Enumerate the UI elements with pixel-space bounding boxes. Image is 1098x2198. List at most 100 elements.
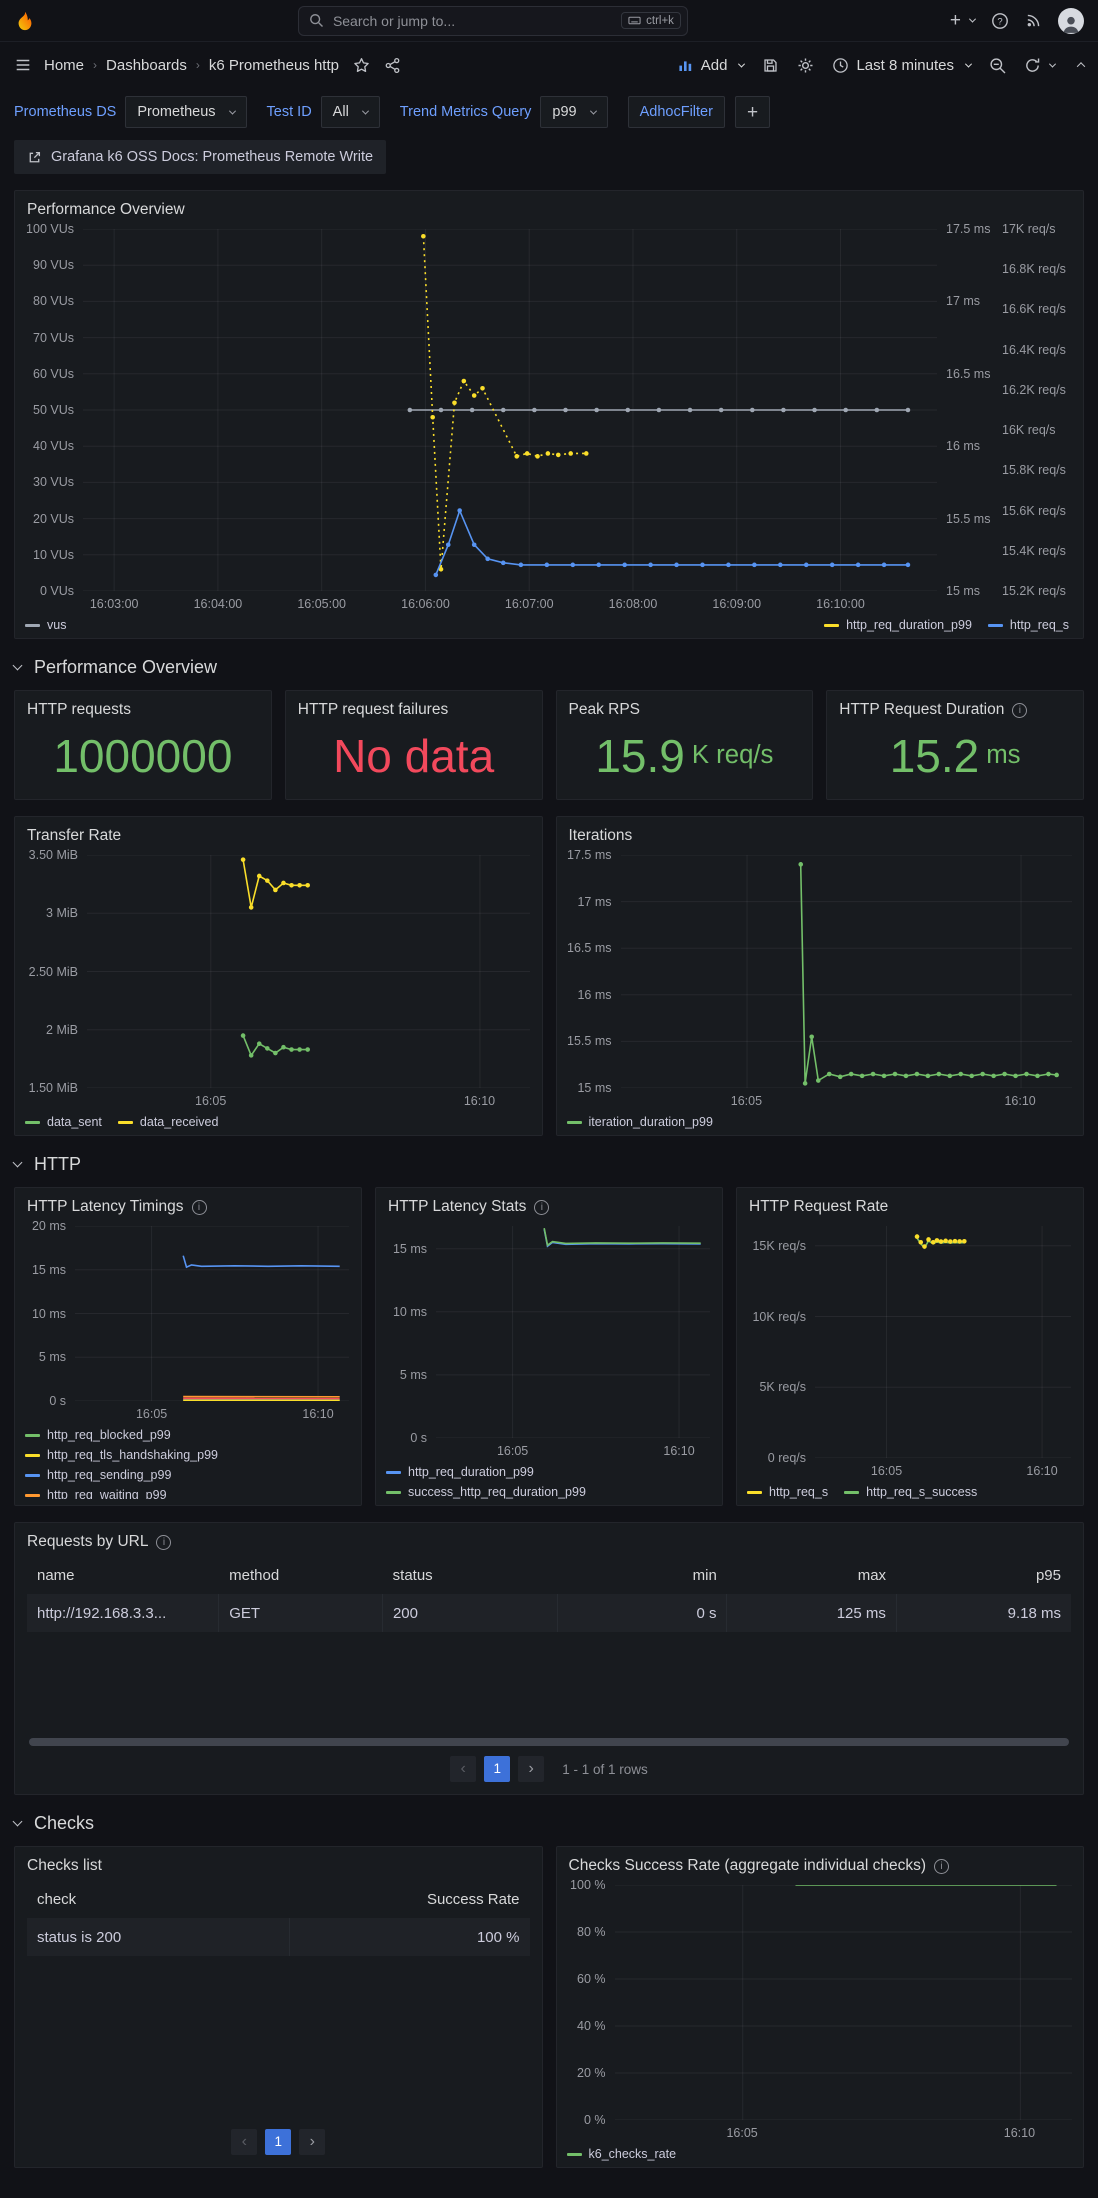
panel-title[interactable]: HTTP requests [15, 691, 271, 721]
add-filter-button[interactable]: + [734, 96, 771, 128]
time-range-picker[interactable]: Last 8 minutes [832, 56, 973, 74]
legend-item[interactable]: http_req_blocked_p99 [25, 1428, 171, 1442]
http-latency-timings-chart[interactable]: 20 ms 15 ms 10 ms 5 ms 0 s 16:05 16:10 http_req… [15, 1218, 361, 1505]
grafana-logo[interactable] [14, 10, 36, 32]
chart-plot-area[interactable]: 16:05 16:10 [436, 1226, 710, 1460]
panel-transfer-rate: Transfer Rate 3.50 MiB 3 MiB 2.50 MiB 2 MiB… [14, 816, 543, 1136]
info-icon[interactable] [156, 1534, 172, 1550]
legend-item[interactable]: http_req_sending_p99 [25, 1468, 171, 1482]
save-dashboard-button[interactable] [762, 57, 779, 74]
column-header-min[interactable]: min [692, 1567, 717, 1584]
legend-item[interactable]: data_received [117, 1115, 218, 1129]
column-header-name[interactable]: name [37, 1567, 75, 1584]
variable-value-dropdown[interactable]: Prometheus [125, 96, 247, 128]
favorite-button[interactable] [353, 57, 370, 74]
chart-plot-area[interactable]: 16:05 16:10 [815, 1226, 1071, 1480]
panel-title[interactable]: HTTP Latency Stats [376, 1188, 722, 1218]
section-http[interactable]: HTTP [12, 1154, 1084, 1175]
chart-plot-area[interactable]: 16:03:00 16:04:00 16:05:00 16:06:00 16:07:00… [83, 229, 937, 613]
axis-tick-label: 2 MiB [46, 1022, 78, 1037]
column-header-status[interactable]: status [392, 1567, 433, 1584]
breadcrumb-dashboards[interactable]: Dashboards [106, 56, 187, 74]
iterations-chart[interactable]: 17.5 ms 17 ms 16.5 ms 16 ms 15.5 ms 15 ms 16:0… [557, 847, 1084, 1135]
doc-link[interactable]: Grafana k6 OSS Docs: Prometheus Remote W… [14, 140, 387, 174]
column-header-method[interactable]: method [229, 1567, 280, 1584]
add-panel-button[interactable]: Add [677, 57, 746, 74]
user-avatar[interactable] [1057, 7, 1084, 34]
panel-title[interactable]: Checks list [15, 1847, 542, 1877]
previous-page-button[interactable]: ‹ [450, 1756, 477, 1782]
variable-value-dropdown[interactable]: p99 [540, 96, 608, 128]
breadcrumb-home[interactable]: Home [44, 56, 85, 74]
chart-plot-area[interactable]: 16:05 16:10 [87, 855, 530, 1110]
legend-item[interactable]: http_req_s [987, 618, 1069, 632]
zoom-out-button[interactable] [989, 57, 1006, 74]
chart-plot-area[interactable]: 16:05 16:10 [614, 1885, 1072, 2142]
panel-title[interactable]: HTTP Latency Timings [15, 1188, 361, 1218]
current-page-button[interactable]: 1 [484, 1756, 511, 1782]
panel-title[interactable]: HTTP Request Rate [737, 1188, 1083, 1218]
column-header-max[interactable]: max [857, 1567, 887, 1584]
new-button[interactable]: + [950, 11, 977, 30]
section-checks[interactable]: Checks [12, 1813, 1084, 1834]
panel-title[interactable]: Iterations [557, 817, 1084, 847]
search-input[interactable]: Search or jump to... ctrl+k [297, 5, 688, 36]
info-icon[interactable] [534, 1199, 550, 1215]
legend-item[interactable]: http_req_s [747, 1485, 828, 1499]
panel-title[interactable]: Peak RPS [557, 691, 813, 721]
x-axis-tick-label: 16:10 [302, 1407, 334, 1421]
legend-item[interactable]: http_req_tls_handshaking_p99 [25, 1448, 218, 1462]
info-icon[interactable] [1012, 702, 1028, 718]
legend-swatch [117, 1120, 133, 1124]
legend-item[interactable]: data_sent [25, 1115, 102, 1129]
http-request-rate-chart[interactable]: 15K req/s 10K req/s 5K req/s 0 req/s 16:05 16… [737, 1218, 1083, 1505]
scrollbar-thumb[interactable] [29, 1738, 1069, 1746]
legend-item[interactable]: success_http_req_duration_p99 [386, 1485, 586, 1499]
legend-item[interactable]: http_req_duration_p99 [386, 1465, 534, 1479]
column-header-check[interactable]: check [37, 1891, 77, 1908]
flame-icon [18, 11, 32, 30]
dashboard-grid: Performance Overview 100 VUs 90 VUs 80 VUs… [0, 186, 1098, 2198]
column-header-p95[interactable]: p95 [1035, 1567, 1061, 1584]
variable-value-dropdown[interactable]: All [320, 96, 380, 128]
legend-item[interactable]: k6_checks_rate [566, 2147, 676, 2161]
legend-item[interactable]: http_req_s_success [844, 1485, 977, 1499]
current-page-button[interactable]: 1 [265, 2129, 292, 2155]
legend-item[interactable]: http_req_waiting_p99 [25, 1488, 167, 1499]
dashboard-settings-button[interactable] [797, 57, 814, 74]
previous-page-button[interactable]: ‹ [231, 2129, 258, 2155]
table-row[interactable]: http://192.168.3.3... GET 200 0 s 125 ms… [27, 1594, 1071, 1632]
panel-title[interactable]: Transfer Rate [15, 817, 542, 847]
info-icon[interactable] [934, 1858, 950, 1874]
next-page-button[interactable]: › [299, 2129, 326, 2155]
http-latency-stats-chart[interactable]: 15 ms 10 ms 5 ms 0 s 16:05 16:10 http_req_dura… [376, 1218, 722, 1505]
section-performance-overview[interactable]: Performance Overview [12, 657, 1084, 678]
panel-title[interactable]: HTTP request failures [286, 691, 542, 721]
table-row[interactable]: status is 200 100 % [27, 1918, 530, 1956]
chart-plot-area[interactable]: 16:05 16:10 [75, 1226, 349, 1423]
chevron-down-icon [1048, 60, 1057, 68]
panel-title[interactable]: Performance Overview [15, 191, 1083, 221]
column-header-success-rate[interactable]: Success Rate [426, 1891, 520, 1908]
panel-title[interactable]: Requests by URL [15, 1523, 1083, 1553]
news-button[interactable] [1025, 12, 1042, 29]
share-button[interactable] [384, 57, 401, 74]
legend-item[interactable]: vus [25, 618, 66, 632]
transfer-rate-chart[interactable]: 3.50 MiB 3 MiB 2.50 MiB 2 MiB 1.50 MiB 16:05 1… [15, 847, 542, 1135]
panel-title[interactable]: HTTP Request Duration [827, 691, 1083, 721]
checks-success-rate-chart[interactable]: 100 % 80 % 60 % 40 % 20 % 0 % 16:05 16:10 k6_che… [557, 1877, 1084, 2167]
info-icon[interactable] [191, 1199, 207, 1215]
panel-title[interactable]: Checks Success Rate (aggregate individua… [557, 1847, 1084, 1877]
mega-menu-button[interactable] [14, 56, 32, 74]
next-page-button[interactable]: › [518, 1756, 545, 1782]
refresh-button[interactable] [1024, 57, 1057, 74]
legend-item[interactable]: http_req_duration_p99 [824, 618, 972, 632]
time-range-label: Last 8 minutes [856, 56, 954, 74]
legend-item[interactable]: iteration_duration_p99 [566, 1115, 713, 1129]
chart-plot-area[interactable]: 16:05 16:10 [620, 855, 1072, 1110]
breadcrumb-current[interactable]: k6 Prometheus http [208, 56, 339, 74]
performance-overview-chart[interactable]: 100 VUs 90 VUs 80 VUs 70 VUs 60 VUs 50 VUs 40 … [15, 221, 1083, 638]
adhoc-filter-label[interactable]: AdhocFilter [627, 96, 725, 128]
collapse-toolbar-button[interactable] [1073, 62, 1086, 71]
help-button[interactable]: ? [991, 12, 1009, 30]
